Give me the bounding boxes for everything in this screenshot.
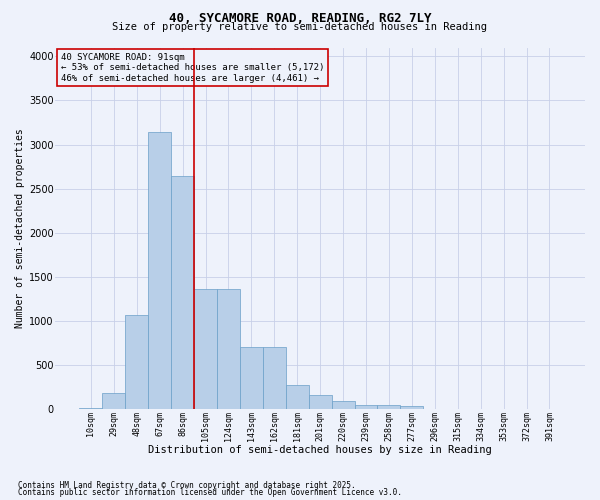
Bar	[286, 384, 308, 409]
Bar	[355, 404, 377, 409]
Text: 40, SYCAMORE ROAD, READING, RG2 7LY: 40, SYCAMORE ROAD, READING, RG2 7LY	[169, 12, 431, 26]
Bar	[148, 132, 171, 409]
Bar	[125, 314, 148, 410]
Bar	[194, 288, 217, 410]
Bar	[79, 408, 103, 410]
Bar	[217, 288, 240, 410]
Bar	[263, 347, 286, 410]
X-axis label: Distribution of semi-detached houses by size in Reading: Distribution of semi-detached houses by …	[148, 445, 492, 455]
Text: Contains HM Land Registry data © Crown copyright and database right 2025.: Contains HM Land Registry data © Crown c…	[18, 480, 356, 490]
Text: Contains public sector information licensed under the Open Government Licence v3: Contains public sector information licen…	[18, 488, 402, 497]
Bar	[240, 347, 263, 410]
Bar	[400, 406, 424, 410]
Bar	[171, 176, 194, 410]
Y-axis label: Number of semi-detached properties: Number of semi-detached properties	[15, 128, 25, 328]
Bar	[332, 401, 355, 409]
Bar	[103, 393, 125, 409]
Text: 40 SYCAMORE ROAD: 91sqm
← 53% of semi-detached houses are smaller (5,172)
46% of: 40 SYCAMORE ROAD: 91sqm ← 53% of semi-de…	[61, 53, 324, 83]
Bar	[377, 406, 400, 409]
Text: Size of property relative to semi-detached houses in Reading: Size of property relative to semi-detach…	[113, 22, 487, 32]
Bar	[308, 395, 332, 409]
